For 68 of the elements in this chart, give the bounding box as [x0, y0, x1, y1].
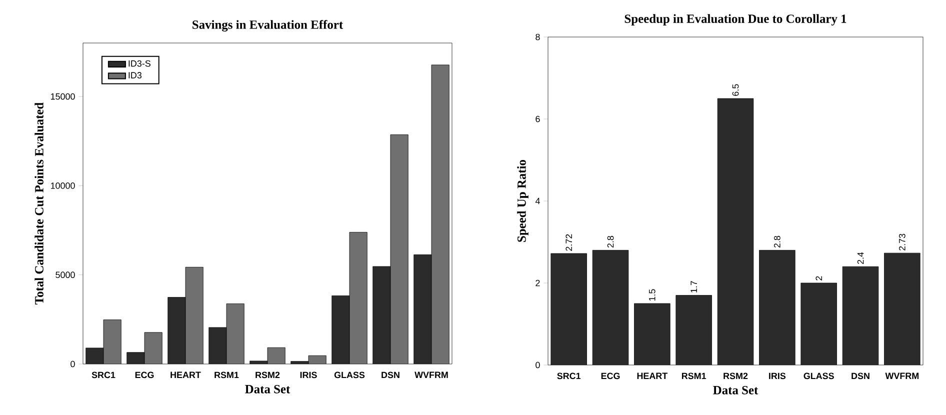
bar	[800, 283, 837, 365]
x-tick-label: RSM1	[214, 372, 239, 378]
bar	[759, 250, 796, 365]
x-tick-label: RSM2	[256, 372, 280, 378]
x-tick-label: IRIS	[300, 372, 317, 378]
data-label: 6.5	[732, 84, 739, 96]
x-axis-title: Data Set	[245, 384, 290, 394]
bar	[104, 320, 122, 364]
bar	[718, 98, 754, 365]
bar	[332, 296, 350, 364]
data-label: 2.8	[607, 236, 614, 248]
bar	[86, 348, 104, 364]
data-label: 1.5	[649, 289, 656, 301]
y-tick-label: 2	[536, 280, 540, 286]
y-tick-label: 0	[536, 362, 540, 368]
bar	[350, 232, 368, 364]
y-tick-label: 6	[536, 116, 540, 122]
bar	[884, 252, 920, 365]
y-tick-label: 10000	[50, 182, 75, 189]
x-tick-label: WVFRM	[885, 372, 919, 379]
legend-label: ID3-S	[128, 60, 150, 67]
data-label: 2.72	[566, 234, 572, 251]
x-tick-label: RSM1	[682, 372, 706, 380]
data-label: 2.8	[774, 236, 780, 248]
x-tick-label: GLASS	[334, 372, 365, 378]
bar	[168, 297, 186, 364]
legend-label: ID3	[128, 72, 142, 78]
x-axis-title: Data Set	[713, 386, 758, 394]
x-tick-label: DSN	[852, 372, 870, 380]
bar	[372, 266, 390, 364]
bar	[226, 304, 244, 364]
bar	[414, 254, 432, 364]
x-tick-label: GLASS	[804, 372, 834, 380]
x-tick-label: WVFRM	[414, 372, 448, 378]
data-label: 2.73	[899, 234, 906, 250]
bar	[390, 134, 408, 364]
y-tick-label: 15000	[50, 93, 75, 100]
data-label: 2.4	[857, 252, 864, 264]
data-label: 2	[816, 276, 822, 280]
x-tick-label: ECG	[135, 372, 154, 378]
bar	[842, 266, 878, 365]
bar	[186, 267, 204, 364]
bar	[208, 327, 226, 364]
x-tick-label: SRC1	[92, 372, 116, 378]
data-label: 1.7	[690, 281, 697, 292]
x-tick-label: IRIS	[769, 372, 786, 380]
x-tick-label: SRC1	[557, 372, 581, 380]
bar	[550, 253, 587, 365]
x-tick-label: HEART	[170, 372, 201, 378]
y-axis-title: Speed Up Ratio	[517, 160, 528, 242]
bar	[144, 332, 162, 364]
chart-title: Savings in Evaluation Effort	[192, 20, 344, 32]
bar	[676, 295, 712, 365]
bar	[634, 304, 670, 365]
bar	[268, 348, 286, 364]
bar	[592, 250, 628, 365]
chart-title: Speedup in Evaluation Due to Corollary 1	[624, 14, 846, 26]
y-tick-label: 4	[535, 198, 540, 204]
bar	[126, 352, 144, 364]
y-axis-title: Total Candidate Cut Points Evaluated	[34, 102, 44, 304]
x-tick-label: ECG	[601, 372, 620, 380]
y-tick-label: 0	[70, 360, 75, 368]
y-tick-label: 8	[536, 34, 540, 40]
x-tick-label: DSN	[382, 372, 400, 378]
bar	[431, 64, 450, 364]
y-tick-label: 5000	[56, 272, 75, 278]
x-tick-label: HEART	[637, 372, 668, 379]
x-tick-label: RSM2	[724, 372, 748, 380]
